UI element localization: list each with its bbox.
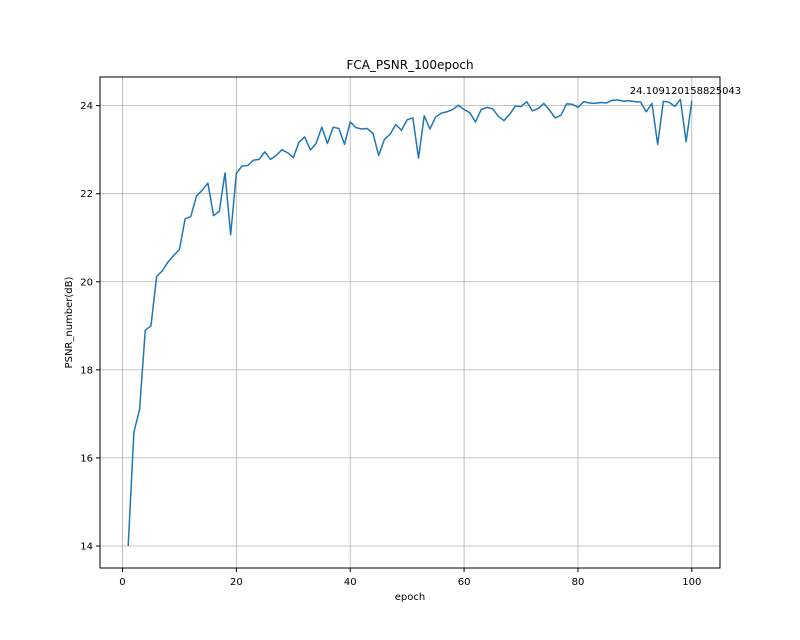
last-value-annotation: 24.109120158825043: [630, 86, 741, 97]
y-tick-label: 20: [80, 277, 93, 288]
x-tick-label: 60: [458, 577, 471, 588]
y-tick-label: 16: [80, 453, 93, 464]
y-tick-label: 18: [80, 365, 93, 376]
x-tick-label: 100: [682, 577, 701, 588]
series-layer: [127, 98, 693, 547]
plot-frame: [99, 76, 721, 569]
y-axis-ticks: 14 16 18 20 22 24: [80, 101, 100, 552]
x-axis-ticks: 0 20 40 60 80 100: [119, 568, 701, 588]
y-axis-label: PSNR_number(dB): [64, 276, 75, 368]
psnr-series-line: [127, 98, 693, 547]
y-tick-label: 22: [80, 189, 93, 200]
x-axis-label: epoch: [395, 592, 425, 603]
x-tick-label: 0: [119, 577, 125, 588]
y-tick-label: 24: [80, 101, 93, 112]
chart-title: FCA_PSNR_100epoch: [346, 58, 473, 72]
grid-lines: [100, 77, 720, 568]
x-tick-label: 80: [572, 577, 585, 588]
x-tick-label: 20: [230, 577, 243, 588]
x-tick-label: 40: [344, 577, 357, 588]
y-tick-label: 14: [80, 541, 93, 552]
